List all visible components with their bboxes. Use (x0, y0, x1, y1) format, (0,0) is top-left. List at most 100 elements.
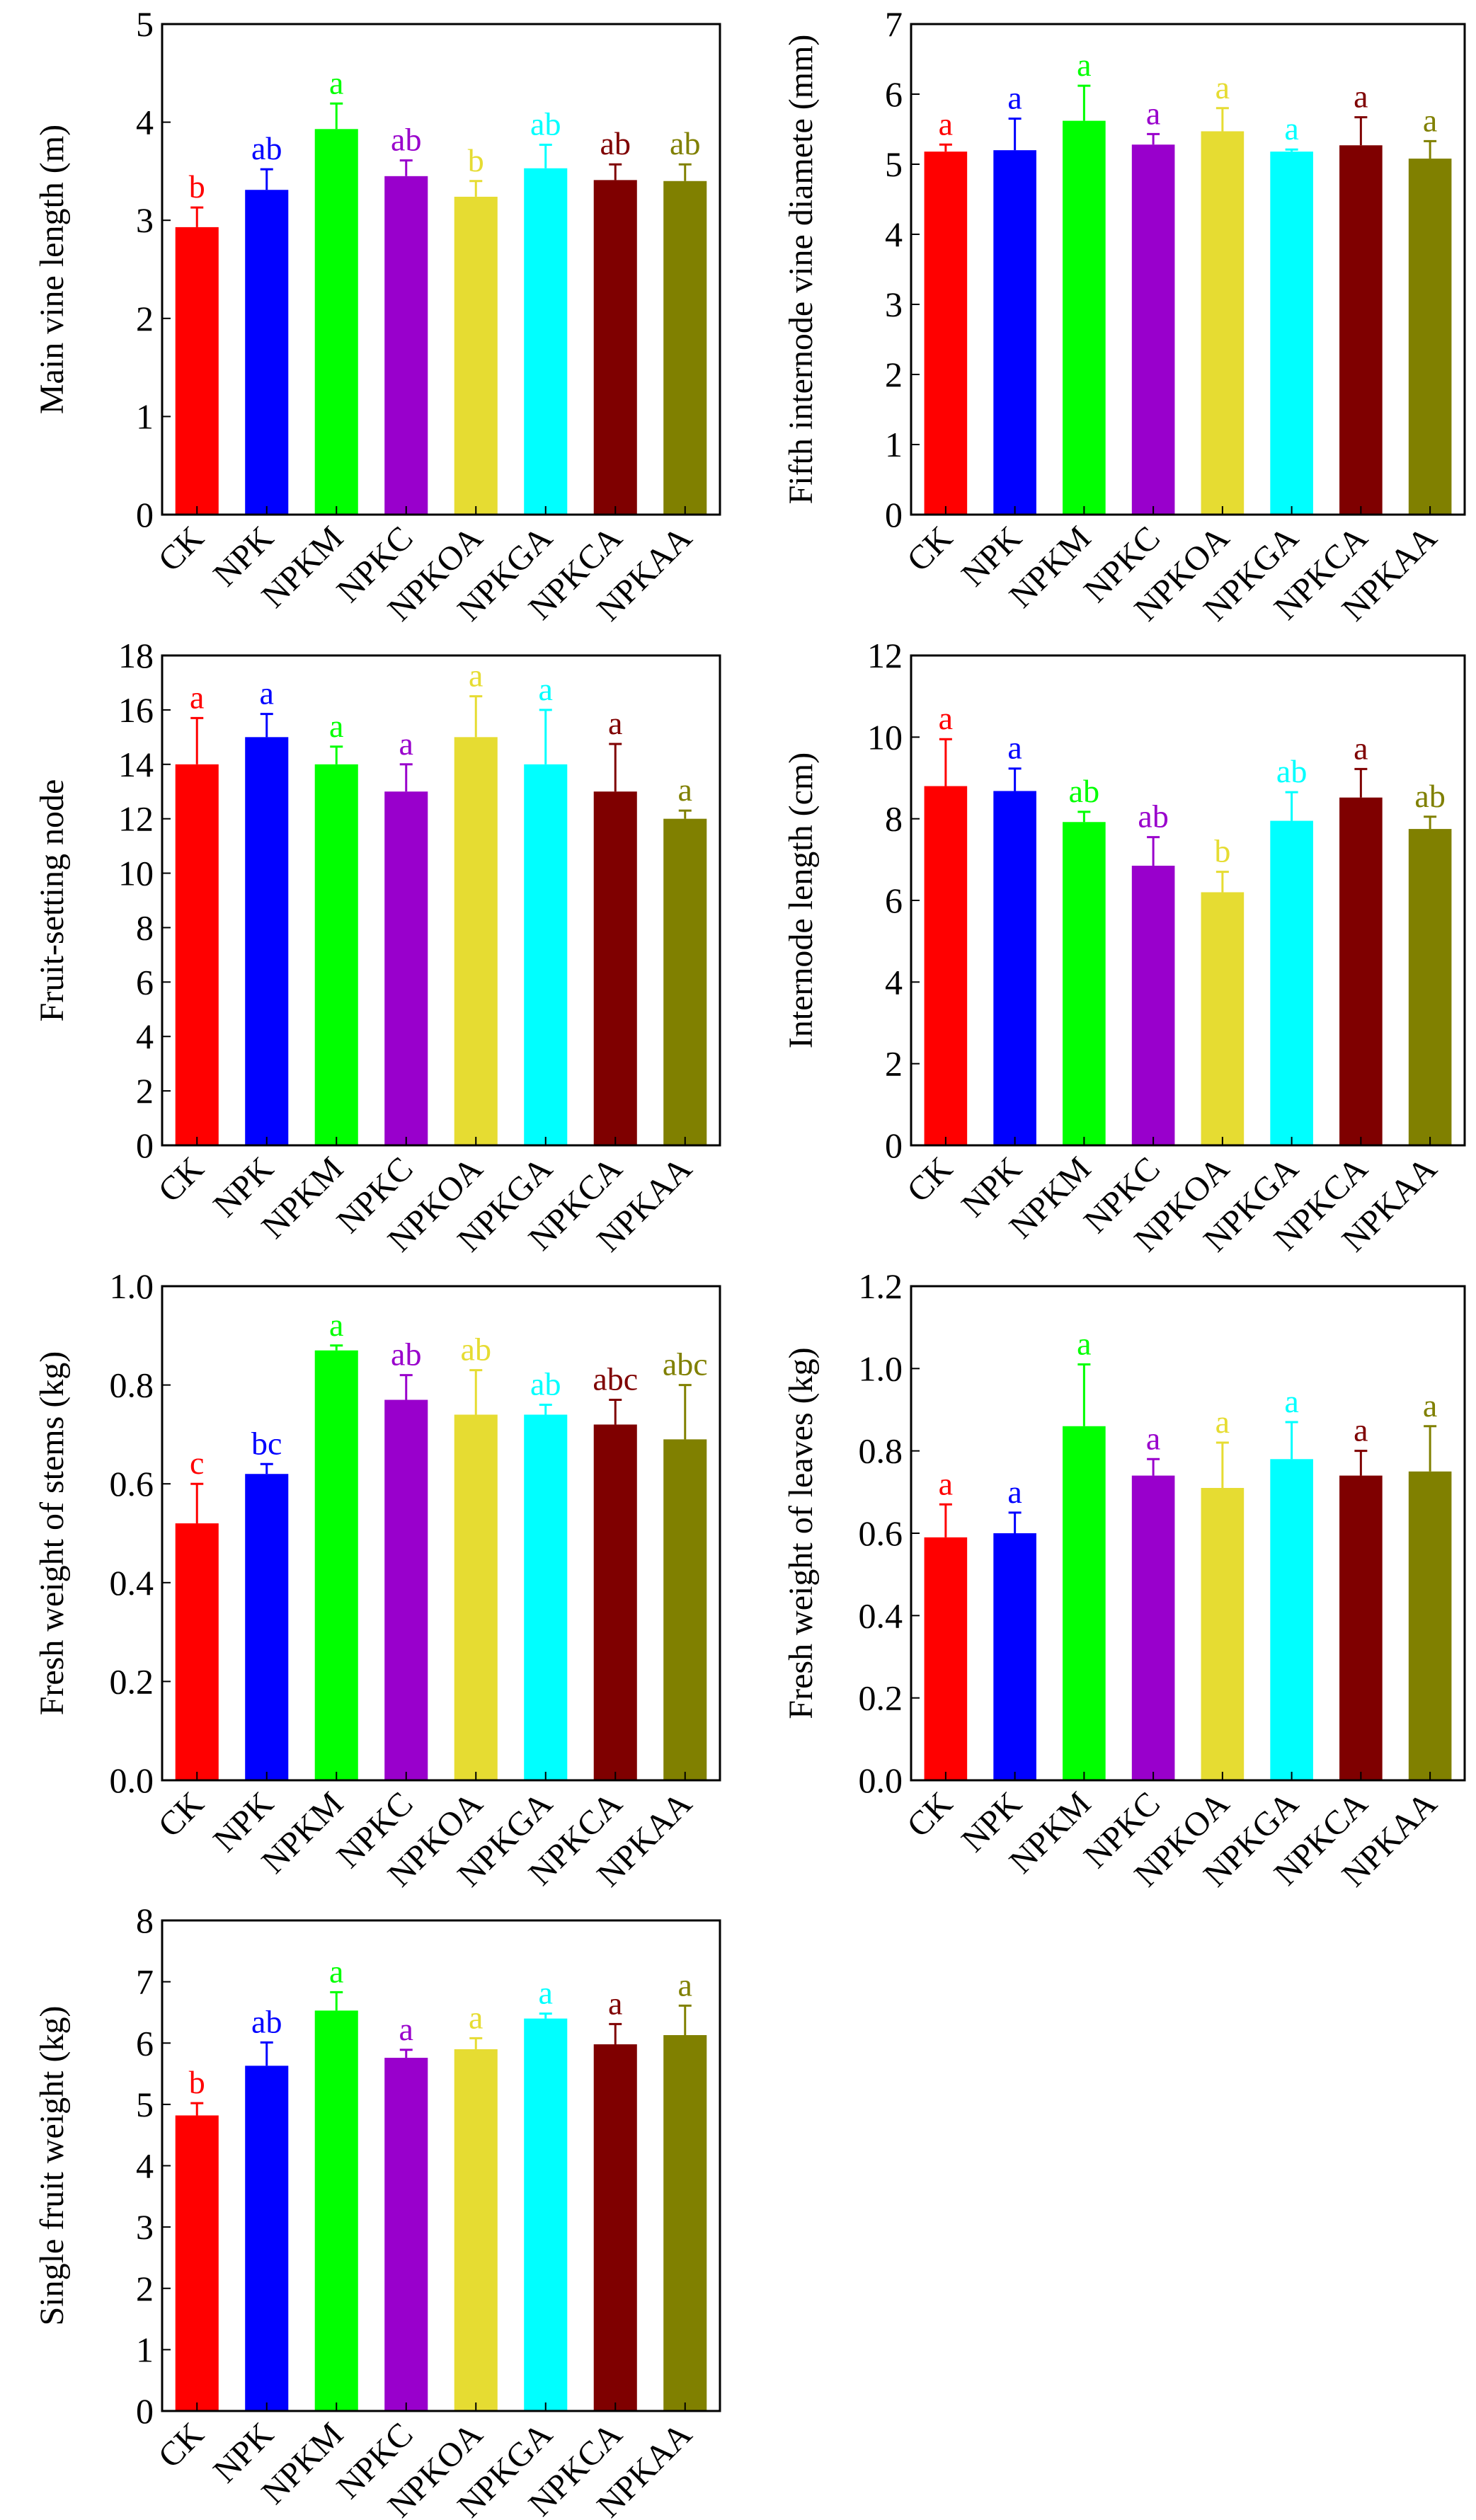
significance-letter: a (329, 64, 343, 101)
significance-letter: a (1354, 79, 1368, 115)
bar-npk (245, 2066, 289, 2411)
significance-letter: a (1284, 1383, 1298, 1419)
significance-letter: a (608, 705, 622, 741)
plot-frame (910, 23, 1466, 516)
y-axis-label: Main vine length (m) (33, 125, 71, 414)
y-tick-label: 0.8 (110, 1365, 154, 1405)
y-tick-label: 6 (136, 962, 154, 1002)
plot-frame (910, 654, 1466, 1147)
bar-npkga (1270, 1459, 1313, 1780)
y-tick-label: 1.0 (859, 1348, 903, 1388)
y-tick-label: 0 (136, 1126, 154, 1165)
y-tick-label: 1 (136, 396, 154, 436)
significance-letter: a (399, 726, 413, 762)
significance-letter: ab (600, 125, 631, 161)
plot-frame (161, 1285, 721, 1782)
bar-npkaa (1408, 829, 1452, 1145)
bar-npkga (524, 764, 568, 1145)
bar-npkga (1270, 151, 1313, 515)
y-tick-label: 1 (136, 2330, 154, 2369)
y-tick-label: 2 (885, 355, 903, 394)
y-tick-label: 4 (136, 1016, 154, 1056)
y-tick-label: 0 (885, 1126, 903, 1165)
significance-letter: a (678, 772, 692, 808)
y-tick-label: 0.0 (859, 1760, 903, 1800)
bar-npkga (524, 168, 568, 515)
significance-letter: a (399, 2011, 413, 2047)
bar-npk (245, 190, 289, 515)
y-tick-label: 4 (885, 962, 903, 1002)
bar-npk (245, 1474, 289, 1780)
significance-letter: a (1354, 730, 1368, 766)
bar-npkm (314, 1350, 358, 1780)
significance-letter: a (190, 679, 204, 715)
y-tick-label: 5 (136, 2085, 154, 2124)
significance-letter: a (1007, 730, 1022, 766)
bar-npkca (593, 180, 637, 515)
y-tick-label: 4 (136, 103, 154, 142)
y-tick-label: 7 (136, 1962, 154, 2002)
y-tick-label: 2 (136, 2269, 154, 2308)
bar-npkc (384, 791, 428, 1145)
x-tick-label: CK (151, 1150, 211, 1210)
significance-letter: ab (530, 105, 561, 142)
significance-letter: bc (251, 1425, 282, 1461)
bar-npkc (384, 176, 428, 515)
chart-panel-6: aCKaNPKaNPKMaNPKCaNPKOAaNPKGAaNPKCAaNPKA… (782, 1266, 1466, 1894)
significance-letter: ab (391, 1336, 421, 1373)
significance-letter: a (1423, 102, 1437, 138)
y-tick-label: 10 (118, 854, 154, 893)
y-tick-label: 4 (136, 2146, 154, 2186)
y-tick-label: 0 (885, 495, 903, 534)
x-tick-label: NPKM (254, 1150, 350, 1246)
y-tick-label: 10 (867, 717, 903, 757)
bar-npkc (384, 1399, 428, 1780)
bar-ck (924, 786, 968, 1145)
y-tick-label: 0.4 (859, 1596, 903, 1635)
y-tick-label: 2 (136, 299, 154, 338)
significance-letter: c (190, 1445, 204, 1481)
y-tick-label: 8 (136, 907, 154, 947)
bar-npkaa (1408, 1471, 1452, 1780)
bar-npkga (1270, 820, 1313, 1145)
significance-letter: a (469, 1999, 483, 2035)
significance-letter: a (1077, 47, 1091, 83)
bar-npkoa (454, 1414, 498, 1780)
y-tick-label: 3 (136, 200, 154, 240)
bar-npkm (314, 129, 358, 515)
bar-npkga (524, 2018, 568, 2411)
significance-letter: ab (1138, 798, 1168, 835)
plot-frame (910, 1285, 1466, 1782)
bar-npkaa (663, 181, 707, 515)
y-tick-label: 1.0 (110, 1266, 154, 1306)
plot-frame (161, 23, 721, 516)
bar-npkm (314, 2010, 358, 2411)
significance-letter: a (939, 105, 953, 142)
bar-npkca (1339, 1475, 1383, 1780)
bar-npk (993, 150, 1036, 515)
bar-npkca (593, 791, 637, 1145)
bar-ck (175, 1523, 219, 1780)
significance-letter: a (1077, 1326, 1091, 1362)
y-tick-label: 0.6 (859, 1513, 903, 1553)
y-tick-label: 0.0 (110, 1760, 154, 1800)
chart-panel-4: aCKaNPKabNPKMabNPKCbNPKOAabNPKGAaNPKCAab… (782, 636, 1466, 1259)
significance-letter: a (329, 1307, 343, 1343)
y-tick-label: 0 (136, 495, 154, 534)
bar-npkca (593, 2044, 637, 2411)
y-tick-label: 3 (885, 285, 903, 324)
y-axis-label: Fresh weight of stems (kg) (33, 1351, 71, 1716)
significance-letter: a (1215, 69, 1230, 105)
y-tick-label: 6 (885, 74, 903, 114)
significance-letter: a (329, 708, 343, 744)
y-tick-label: 12 (867, 636, 903, 675)
y-tick-label: 18 (118, 636, 154, 675)
chart-panel-3: aCKaNPKaNPKMaNPKCaNPKOAaNPKGAaNPKCAaNPKA… (33, 636, 721, 1259)
bar-npkoa (454, 737, 498, 1145)
y-tick-label: 0.4 (110, 1563, 154, 1603)
y-tick-label: 4 (885, 214, 903, 254)
chart-panel-2: aCKaNPKaNPKMaNPKCaNPKOAaNPKGAaNPKCAaNPKA… (782, 4, 1466, 629)
significance-letter: a (1146, 1420, 1160, 1456)
bar-npkm (1063, 120, 1106, 515)
